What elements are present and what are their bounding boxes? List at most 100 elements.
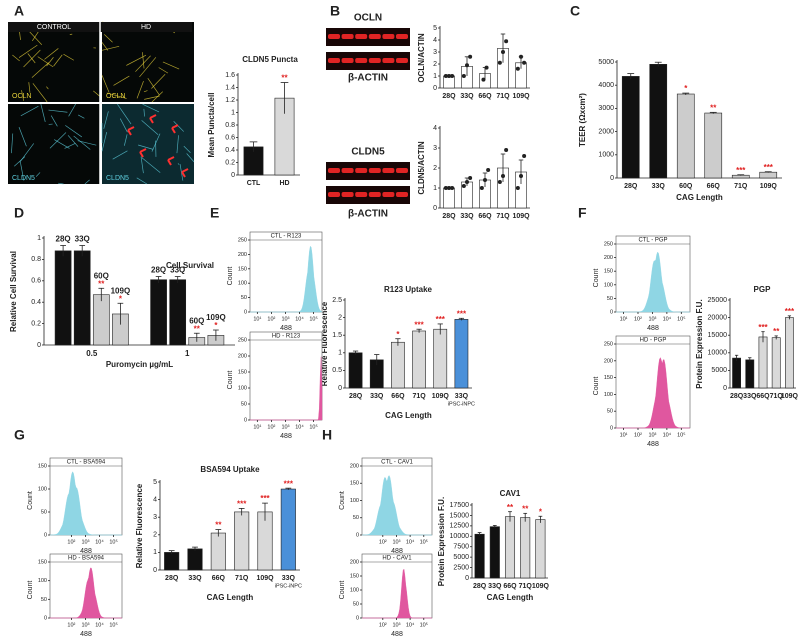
x-tick-label: 28Q bbox=[442, 213, 456, 220]
bar bbox=[489, 526, 500, 579]
x-tick-label: 109Q bbox=[512, 93, 530, 100]
x-tick-label: 33Q bbox=[455, 393, 469, 400]
histogram bbox=[616, 251, 690, 313]
blot-band bbox=[396, 168, 408, 173]
histogram bbox=[250, 356, 323, 421]
x-tick-label: 10² bbox=[67, 539, 75, 545]
histogram-title: HD - BSA594 bbox=[68, 556, 105, 562]
y-tick-label: 0.6 bbox=[31, 278, 41, 285]
cell-border bbox=[58, 182, 64, 185]
blot-band bbox=[341, 34, 354, 39]
x-tick-label: 10³ bbox=[281, 424, 289, 430]
bar bbox=[745, 359, 755, 389]
histogram-title: HD - R123 bbox=[272, 334, 301, 340]
x-tick-label: 33Q bbox=[370, 393, 384, 400]
histogram bbox=[362, 568, 432, 619]
cell-border bbox=[173, 121, 184, 132]
y-tick-label: 0 bbox=[153, 567, 157, 574]
y-tick-label: 100 bbox=[350, 498, 359, 504]
y-tick-label: 1.5 bbox=[332, 332, 342, 339]
plot-frame bbox=[249, 331, 323, 421]
x-tick-label: 66Q bbox=[756, 393, 770, 400]
x-tick-label: 10² bbox=[67, 622, 75, 628]
bar bbox=[391, 341, 405, 389]
significance: *** bbox=[758, 323, 768, 332]
histogram-title: HD - PGP bbox=[640, 338, 667, 344]
data-point bbox=[479, 186, 484, 190]
data-point bbox=[497, 60, 502, 65]
bar bbox=[759, 171, 778, 179]
series-label: 109Q bbox=[111, 286, 131, 295]
cell-border bbox=[37, 56, 54, 68]
data-point bbox=[483, 178, 487, 182]
significance: *** bbox=[736, 166, 746, 175]
y-tick-label: 10000 bbox=[450, 533, 470, 540]
x-tick-label: 10³ bbox=[81, 622, 89, 628]
cell-border bbox=[112, 150, 128, 160]
y-tick-label: 0.2 bbox=[31, 320, 41, 327]
y-tick-label: 5 bbox=[153, 479, 157, 486]
significance: ** bbox=[215, 521, 222, 530]
y-tick-label: 200 bbox=[238, 353, 247, 359]
bar bbox=[454, 319, 469, 389]
bar bbox=[169, 279, 187, 346]
series-label: 28Q bbox=[56, 235, 71, 244]
cell-border bbox=[18, 44, 38, 58]
cell-border bbox=[103, 111, 109, 129]
cell-border bbox=[186, 153, 195, 163]
x-tick-label: 10³ bbox=[392, 622, 400, 628]
x-tick-label: 71Q bbox=[734, 183, 748, 190]
cell-border bbox=[101, 132, 108, 152]
x-tick-label: 10¹ bbox=[620, 316, 628, 322]
histogram bbox=[250, 245, 323, 313]
significance: * bbox=[684, 84, 688, 93]
x-tick-note: iPSC-iNPC bbox=[275, 583, 302, 589]
blot-band bbox=[382, 192, 395, 197]
y-tick-label: 100 bbox=[604, 392, 613, 398]
x-axis-label: 488 bbox=[391, 548, 403, 555]
x-tick-label: 10¹ bbox=[253, 316, 261, 322]
bar bbox=[785, 317, 794, 389]
cell-border bbox=[143, 108, 145, 117]
data-point bbox=[504, 39, 509, 44]
x-tick-label: 10² bbox=[634, 316, 642, 322]
y-tick-label: 250 bbox=[604, 241, 613, 247]
y-tick-label: 0 bbox=[244, 417, 247, 423]
series-label: 60Q bbox=[189, 316, 204, 325]
x-tick-label: 60Q bbox=[679, 183, 693, 190]
plot-frame bbox=[49, 457, 123, 536]
y-tick-label: 150 bbox=[238, 266, 247, 272]
series-label: 33Q bbox=[75, 235, 90, 244]
y-tick-label: 2 bbox=[153, 532, 157, 539]
histogram-title: CTL - PGP bbox=[638, 238, 667, 244]
y-axis-label: Protein Expression F.U. bbox=[437, 497, 446, 586]
data-point bbox=[465, 63, 469, 68]
x-tick-label: 10³ bbox=[281, 316, 289, 322]
data-point bbox=[522, 60, 527, 65]
y-tick-label: 100 bbox=[350, 587, 359, 593]
bar bbox=[732, 357, 741, 389]
histogram bbox=[50, 567, 122, 619]
x-tick-label: 10⁴ bbox=[95, 621, 104, 628]
x-tick-label: 10⁴ bbox=[406, 538, 415, 545]
stain-label: OCLN bbox=[12, 93, 31, 100]
y-axis-label: Count bbox=[27, 491, 34, 510]
x-tick-label: 33Q bbox=[282, 575, 296, 582]
x-tick-label: 109Q bbox=[256, 575, 274, 582]
data-point bbox=[443, 186, 448, 190]
significance: *** bbox=[785, 307, 795, 316]
bar bbox=[649, 64, 668, 179]
cell-border bbox=[49, 132, 67, 149]
x-tick-label: 10³ bbox=[392, 539, 400, 545]
y-tick-label: 4 bbox=[153, 496, 157, 503]
bar bbox=[412, 330, 426, 389]
y-tick-label: 0.4 bbox=[31, 299, 41, 306]
y-tick-label: 2 bbox=[338, 314, 342, 321]
y-tick-label: 100 bbox=[604, 282, 613, 288]
y-tick-label: 50 bbox=[241, 401, 247, 407]
y-tick-label: 0 bbox=[231, 172, 235, 179]
cell-border bbox=[18, 126, 27, 147]
y-tick-label: 100 bbox=[238, 281, 247, 287]
blot-band bbox=[355, 34, 368, 39]
x-tick-label: 109Q bbox=[512, 213, 530, 220]
